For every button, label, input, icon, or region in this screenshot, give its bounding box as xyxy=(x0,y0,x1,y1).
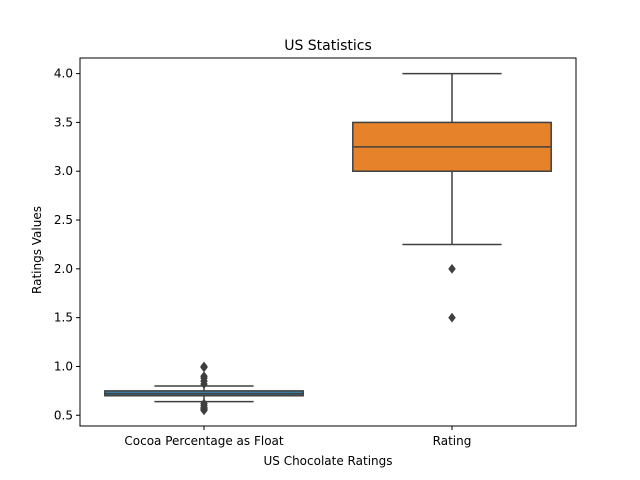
chart-title: US Statistics xyxy=(284,38,372,54)
y-tick-label: 1.5 xyxy=(54,311,73,325)
y-axis-label: Ratings Values xyxy=(30,206,44,294)
cocoa-outlier xyxy=(200,398,208,409)
x-tick-label: Cocoa Percentage as Float xyxy=(124,434,284,448)
y-tick-label: 2.5 xyxy=(54,213,73,227)
y-tick-label: 3.0 xyxy=(54,164,73,178)
rating-outlier xyxy=(448,263,456,274)
rating-outlier xyxy=(448,312,456,323)
y-tick-label: 3.5 xyxy=(54,115,73,129)
cocoa-outlier xyxy=(200,371,208,382)
y-tick-label: 4.0 xyxy=(54,67,73,81)
plot-marks: 0.5 1.0 1.5 2.0 2.5 3.0 3.5 4.0 Cocoa Percentage… xyxy=(54,67,552,448)
x-tick-label: Rating xyxy=(433,434,472,448)
cocoa-outlier xyxy=(200,361,208,372)
x-axis-label: US Chocolate Ratings xyxy=(263,454,392,468)
y-tick-label: 0.5 xyxy=(54,408,73,422)
y-tick-label: 1.0 xyxy=(54,359,73,373)
plot-frame xyxy=(79,57,577,427)
y-tick-label: 2.0 xyxy=(54,262,73,276)
